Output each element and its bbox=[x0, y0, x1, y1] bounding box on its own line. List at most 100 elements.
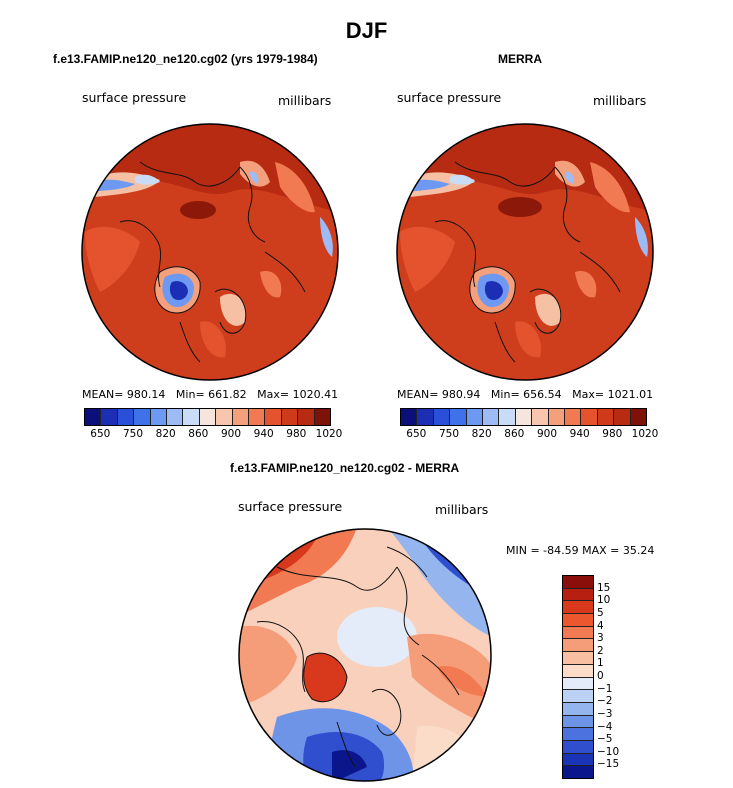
colorbar-box bbox=[265, 409, 282, 425]
colorbar-box bbox=[565, 409, 582, 425]
panel-1-polar-map bbox=[81, 123, 339, 381]
colorbar-tick-label: 15 bbox=[597, 581, 611, 594]
colorbar-box bbox=[433, 409, 451, 425]
diff-polar-map bbox=[238, 528, 492, 782]
colorbar-tick-label: 940 bbox=[253, 428, 274, 440]
colorbar-tick-label: 750 bbox=[438, 428, 460, 440]
panel-2-mean: 980.94 bbox=[441, 388, 481, 401]
panel-1-units-label: millibars bbox=[278, 93, 332, 108]
colorbar-box bbox=[563, 715, 593, 729]
colorbar-box bbox=[216, 409, 233, 425]
panel-1-stats: MEAN= 980.14 Min= 661.82 Max= 1020.41 bbox=[82, 388, 339, 401]
colorbar-box bbox=[117, 409, 135, 425]
colorbar-tick-label: 820 bbox=[471, 428, 492, 440]
colorbar-box bbox=[298, 409, 315, 425]
colorbar-box bbox=[483, 409, 500, 425]
figure-title: DJF bbox=[345, 18, 388, 43]
colorbar-box bbox=[563, 728, 593, 741]
colorbar-box bbox=[183, 409, 200, 425]
colorbar-tick-label: 2 bbox=[597, 644, 604, 657]
colorbar-tick-label: 650 bbox=[406, 428, 427, 440]
diff-units-label: millibars bbox=[435, 502, 489, 517]
colorbar-box bbox=[150, 409, 168, 425]
colorbar-box bbox=[563, 740, 593, 754]
colorbar-box bbox=[515, 409, 533, 425]
colorbar-tick-label: 900 bbox=[220, 428, 242, 440]
colorbar-tick-label: 750 bbox=[122, 428, 144, 440]
panel-2-polar-map bbox=[396, 123, 654, 381]
colorbar-box bbox=[563, 601, 593, 615]
panel-2-units-label: millibars bbox=[593, 93, 647, 108]
colorbar-tick-label: −15 bbox=[597, 758, 620, 771]
colorbar-box bbox=[314, 409, 331, 425]
colorbar-box bbox=[232, 409, 250, 425]
colorbar-box bbox=[563, 626, 593, 640]
colorbar-box bbox=[563, 766, 593, 778]
colorbar-box bbox=[249, 409, 266, 425]
colorbar-tick-label: −3 bbox=[597, 707, 613, 720]
colorbar-tick-label: 940 bbox=[569, 428, 590, 440]
diff-subtitle: f.e13.FAMIP.ne120_ne120.cg02 - MERRA bbox=[230, 461, 460, 475]
panel-2-colorbar bbox=[400, 408, 647, 426]
colorbar-tick-label: 900 bbox=[536, 428, 558, 440]
colorbar-box bbox=[466, 409, 484, 425]
colorbar-box bbox=[134, 409, 151, 425]
colorbar-box bbox=[281, 409, 299, 425]
panel-2-colorbar-ticks: 650 750 820 860 900 940 980 1020 bbox=[400, 428, 658, 442]
colorbar-tick-label: 650 bbox=[90, 428, 111, 440]
colorbar-box bbox=[597, 409, 615, 425]
colorbar-box bbox=[563, 614, 593, 627]
colorbar-tick-label: 820 bbox=[155, 428, 176, 440]
colorbar-tick-label: 5 bbox=[597, 606, 604, 619]
panel-2-min: 656.54 bbox=[523, 388, 562, 401]
colorbar-box bbox=[450, 409, 467, 425]
colorbar-tick-label: 1020 bbox=[315, 428, 343, 440]
panel-1-max: 1020.41 bbox=[292, 388, 339, 401]
colorbar-tick-label: −1 bbox=[597, 682, 613, 695]
colorbar-box bbox=[532, 409, 549, 425]
panel-1-min: 661.82 bbox=[208, 388, 247, 401]
panel-1-variable-label: surface pressure bbox=[82, 90, 187, 105]
panel-2-max: 1021.01 bbox=[607, 388, 654, 401]
colorbar-tick-label: 1020 bbox=[631, 428, 659, 440]
colorbar-box bbox=[581, 409, 598, 425]
panel-2-variable-label: surface pressure bbox=[397, 90, 502, 105]
colorbar-tick-label: 860 bbox=[504, 428, 525, 440]
colorbar-box bbox=[101, 409, 118, 425]
panel-2-stats: MEAN= 980.94 Min= 656.54 Max= 1021.01 bbox=[397, 388, 654, 401]
colorbar-box bbox=[563, 677, 593, 691]
colorbar-box bbox=[499, 409, 516, 425]
diff-colorbar bbox=[562, 575, 594, 779]
colorbar-tick-label: −2 bbox=[597, 695, 613, 708]
colorbar-box bbox=[563, 702, 593, 716]
colorbar-box bbox=[199, 409, 217, 425]
panel-1-colorbar-ticks: 650 750 820 860 900 940 980 1020 bbox=[84, 428, 342, 442]
diff-minmax: MIN = -84.59 MAX = 35.24 bbox=[506, 544, 655, 557]
colorbar-box bbox=[563, 664, 593, 678]
colorbar-box bbox=[563, 652, 593, 665]
colorbar-tick-label: 0 bbox=[597, 670, 604, 682]
colorbar-box bbox=[401, 409, 418, 425]
colorbar-box bbox=[563, 753, 593, 767]
diff-colorbar-ticks: 15 10 5 4 3 2 1 0 −1 −2 −3 −4 −5 −10 −15 bbox=[597, 575, 637, 777]
colorbar-tick-label: −5 bbox=[597, 733, 613, 746]
colorbar-box bbox=[563, 639, 593, 653]
colorbar-box bbox=[417, 409, 434, 425]
colorbar-tick-label: 10 bbox=[597, 594, 611, 607]
panel-1-colorbar bbox=[84, 408, 331, 426]
panel-2-subtitle: MERRA bbox=[498, 52, 542, 66]
colorbar-box bbox=[563, 588, 593, 602]
colorbar-tick-label: 3 bbox=[597, 632, 604, 645]
colorbar-box bbox=[85, 409, 102, 425]
panel-1-subtitle: f.e13.FAMIP.ne120_ne120.cg02 (yrs 1979-1… bbox=[53, 52, 318, 66]
colorbar-tick-label: 4 bbox=[597, 619, 604, 632]
colorbar-tick-label: 1 bbox=[597, 657, 604, 670]
colorbar-box bbox=[548, 409, 566, 425]
colorbar-box bbox=[630, 409, 647, 425]
colorbar-tick-label: −10 bbox=[597, 745, 620, 758]
panel-1-mean: 980.14 bbox=[126, 388, 166, 401]
colorbar-tick-label: 980 bbox=[286, 428, 307, 440]
colorbar-box bbox=[563, 690, 593, 703]
colorbar-box bbox=[563, 576, 593, 589]
colorbar-tick-label: 980 bbox=[602, 428, 623, 440]
